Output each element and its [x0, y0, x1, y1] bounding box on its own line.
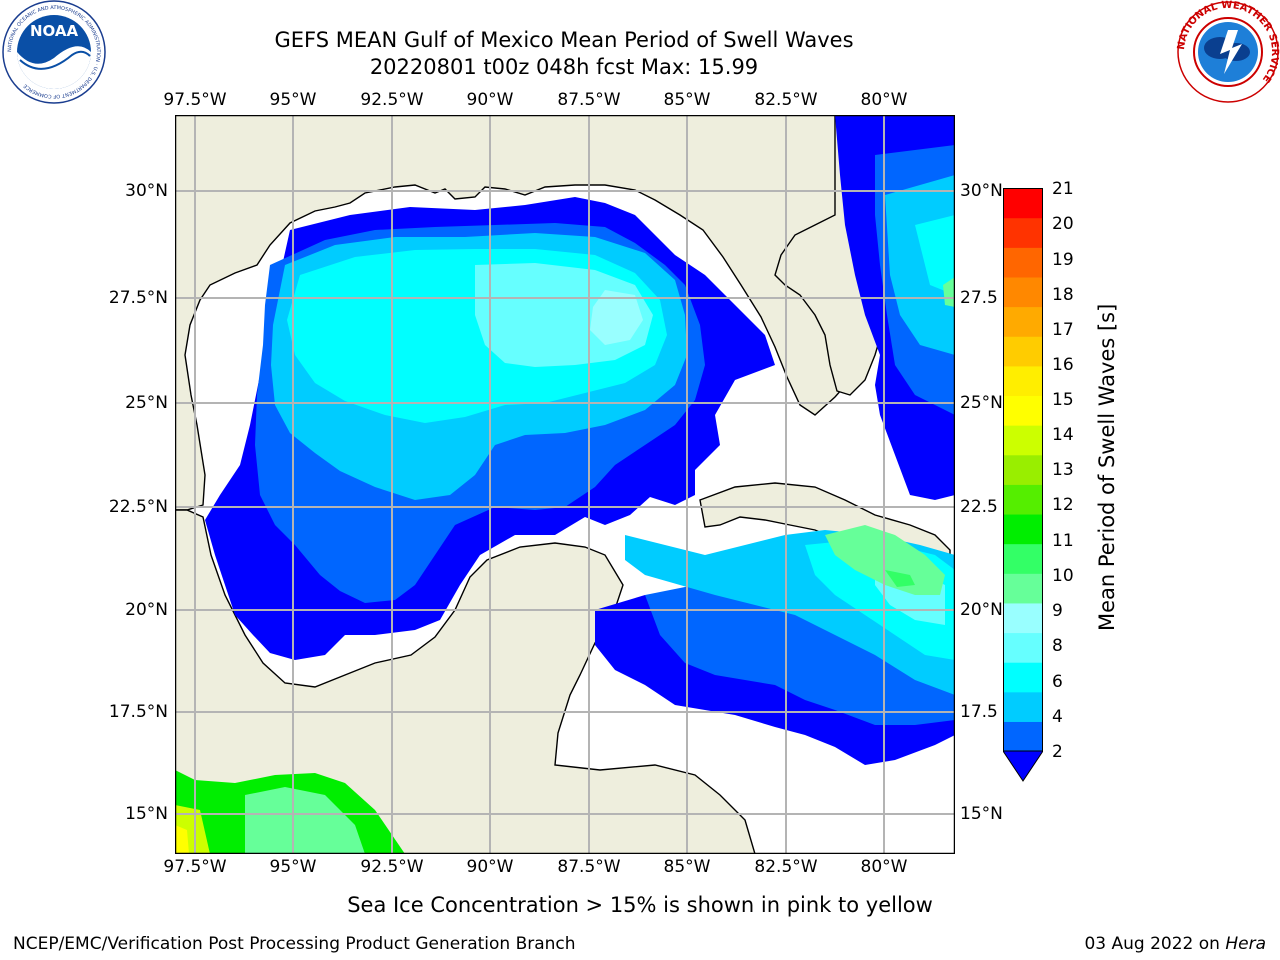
plot-title-line2: 20220801 t00z 048h fcst Max: 15.99 — [369, 55, 759, 79]
lat-tick-right: 27.5 — [960, 288, 998, 308]
lon-tick-bottom: 80°W — [860, 857, 908, 877]
colorbar-frame — [1003, 188, 1043, 752]
map-frame — [174, 114, 956, 855]
colorbar-tick: 18 — [1052, 285, 1074, 305]
lon-tick-bottom: 95°W — [269, 857, 317, 877]
lon-tick-top: 92.5°W — [360, 90, 424, 110]
lon-tick-bottom: 92.5°W — [360, 857, 424, 877]
colorbar-band — [1003, 425, 1043, 456]
colorbar-band — [1003, 454, 1043, 485]
lat-tick-right: 25°N — [960, 393, 1003, 413]
colorbar-band — [1003, 662, 1043, 693]
lon-tick-bottom: 90°W — [466, 857, 514, 877]
lon-tick-bottom: 82.5°W — [754, 857, 818, 877]
colorbar-tick: 10 — [1052, 566, 1074, 586]
colorbar-band — [1003, 306, 1043, 337]
lat-tick-left: 27.5°N — [108, 288, 168, 308]
colorbar-band — [1003, 484, 1043, 515]
footer-branch: NCEP/EMC/Verification Post Processing Pr… — [13, 934, 576, 954]
lon-tick-top: 85°W — [663, 90, 711, 110]
footer-date-text: 03 Aug 2022 on — [1084, 934, 1226, 954]
lon-tick-bottom: 97.5°W — [163, 857, 227, 877]
lat-tick-left: 20°N — [125, 600, 168, 620]
colorbar-band — [1003, 336, 1043, 367]
lat-tick-left: 17.5°N — [108, 702, 168, 722]
land-mexico — [174, 509, 756, 855]
footer-date: 03 Aug 2022 on Hera — [1084, 934, 1266, 954]
noaa-logo-text: NOAA — [30, 22, 79, 40]
colorbar-band — [1003, 543, 1043, 574]
swell-band-yellow-pacific — [175, 825, 189, 854]
lon-tick-top: 97.5°W — [163, 90, 227, 110]
lon-tick-top: 80°W — [860, 90, 908, 110]
lon-tick-bottom: 87.5°W — [557, 857, 621, 877]
lon-tick-top: 82.5°W — [754, 90, 818, 110]
colorbar-band — [1003, 602, 1043, 634]
colorbar-extend-triangle — [1002, 750, 1044, 782]
lat-tick-right: 22.5 — [960, 497, 998, 517]
swell-band-10-11-caribbean — [885, 570, 915, 587]
swell-band-9-10-atlantic — [943, 277, 955, 307]
colorbar — [1002, 188, 1044, 783]
footer-host: Hera — [1225, 934, 1266, 954]
colorbar-tick: 9 — [1052, 601, 1063, 621]
plot-title-line1: GEFS MEAN Gulf of Mexico Mean Period of … — [274, 28, 854, 52]
lon-tick-top: 90°W — [466, 90, 514, 110]
lon-tick-bottom: 85°W — [663, 857, 711, 877]
colorbar-band — [1003, 217, 1043, 248]
colorbar-tick: 8 — [1052, 636, 1063, 656]
colorbar-band — [1003, 276, 1043, 308]
colorbar-band — [1003, 395, 1043, 426]
colorbar-band — [1003, 247, 1043, 278]
colorbar-tick: 4 — [1052, 707, 1063, 727]
colorbar-tick: 11 — [1052, 531, 1074, 551]
map-svg — [174, 114, 956, 855]
lat-tick-right: 20°N — [960, 600, 1003, 620]
lon-tick-top: 95°W — [269, 90, 317, 110]
swell-band-6-8-atlantic — [915, 215, 955, 295]
colorbar-band — [1003, 721, 1043, 752]
lat-tick-left: 30°N — [125, 181, 168, 201]
map-panel — [174, 114, 956, 855]
colorbar-tick: 17 — [1052, 320, 1074, 340]
lon-tick-top: 87.5°W — [557, 90, 621, 110]
colorbar-tick: 13 — [1052, 460, 1074, 480]
colorbar-tick: 21 — [1052, 179, 1074, 199]
noaa-logo: NOAA NATIONAL OCEANIC AND ATMOSPHERIC AD… — [2, 0, 106, 104]
nws-logo: NATIONAL WEATHER SERVICE — [1176, 0, 1280, 104]
colorbar-tick: 16 — [1052, 355, 1074, 375]
colorbar-tick: 15 — [1052, 390, 1074, 410]
lat-tick-left: 22.5°N — [108, 497, 168, 517]
colorbar-label: Mean Period of Swell Waves [s] — [1095, 303, 1119, 631]
colorbar-tick: 2 — [1052, 742, 1063, 762]
graticule — [175, 115, 955, 854]
colorbar-tick: 20 — [1052, 214, 1074, 234]
lat-tick-left: 25°N — [125, 393, 168, 413]
colorbar-tick: 14 — [1052, 425, 1074, 445]
colorbar-band — [1003, 573, 1043, 604]
swell-band-light-green-pacific — [245, 787, 365, 854]
colorbar-tick: 19 — [1052, 250, 1074, 270]
lat-tick-left: 15°N — [125, 804, 168, 824]
lat-tick-right: 17.5 — [960, 702, 998, 722]
swell-band-9-10-gulf — [590, 290, 643, 345]
colorbar-band — [1003, 632, 1043, 663]
colorbar-tick: 12 — [1052, 495, 1074, 515]
colorbar-band — [1003, 188, 1043, 219]
sea-ice-note: Sea Ice Concentration > 15% is shown in … — [347, 893, 933, 917]
lat-tick-right: 30°N — [960, 181, 1003, 201]
colorbar-svg — [1002, 188, 1044, 782]
colorbar-band — [1003, 691, 1043, 722]
colorbar-tick: 6 — [1052, 672, 1063, 692]
colorbar-band — [1003, 365, 1043, 397]
colorbar-band — [1003, 513, 1043, 545]
lat-tick-right: 15°N — [960, 804, 1003, 824]
